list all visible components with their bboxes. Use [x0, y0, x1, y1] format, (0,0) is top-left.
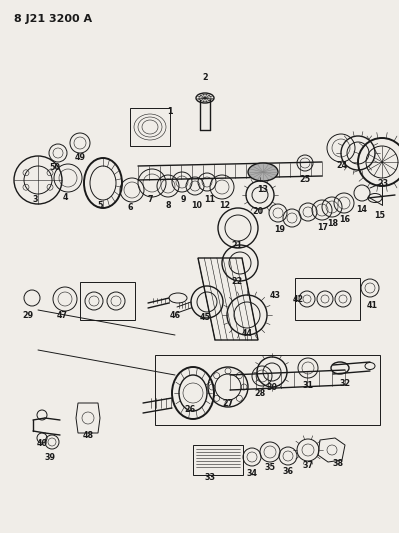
Bar — [155, 355, 380, 425]
Text: 37: 37 — [302, 462, 314, 471]
Text: 7: 7 — [147, 196, 153, 205]
Text: 29: 29 — [22, 311, 34, 319]
Text: 34: 34 — [247, 469, 257, 478]
Bar — [80, 282, 135, 320]
Ellipse shape — [248, 163, 278, 181]
Text: 15: 15 — [375, 211, 385, 220]
Text: 14: 14 — [356, 206, 367, 214]
Text: 1: 1 — [167, 108, 173, 117]
Text: 43: 43 — [269, 290, 280, 300]
Text: 4: 4 — [62, 193, 68, 203]
Text: 23: 23 — [377, 179, 389, 188]
Text: 46: 46 — [170, 311, 180, 319]
Text: 18: 18 — [328, 220, 339, 229]
Text: 48: 48 — [83, 431, 93, 440]
Text: 35: 35 — [265, 464, 275, 472]
Text: 49: 49 — [75, 154, 85, 163]
Text: 39: 39 — [45, 454, 55, 463]
Text: 32: 32 — [340, 379, 351, 389]
Text: 17: 17 — [318, 223, 328, 232]
Text: 20: 20 — [253, 207, 264, 216]
Text: 3: 3 — [32, 196, 38, 205]
Text: 2: 2 — [202, 74, 208, 83]
Text: 27: 27 — [222, 399, 233, 408]
Text: 5: 5 — [97, 200, 103, 209]
Text: 31: 31 — [302, 381, 314, 390]
Text: 33: 33 — [205, 473, 215, 482]
Text: 8 J21 3200 A: 8 J21 3200 A — [14, 14, 92, 24]
Text: 44: 44 — [241, 328, 253, 337]
Text: 10: 10 — [192, 200, 203, 209]
Text: 25: 25 — [299, 175, 310, 184]
Text: 47: 47 — [57, 311, 67, 319]
Text: 16: 16 — [340, 215, 350, 224]
Text: 50: 50 — [49, 164, 61, 173]
Text: 8: 8 — [165, 200, 171, 209]
Text: 42: 42 — [292, 295, 304, 304]
Text: 26: 26 — [184, 406, 196, 415]
Text: 6: 6 — [127, 204, 133, 213]
Text: 45: 45 — [200, 313, 211, 322]
Text: 38: 38 — [332, 459, 344, 469]
Text: 13: 13 — [257, 185, 269, 195]
Text: 12: 12 — [219, 201, 231, 211]
Text: 19: 19 — [275, 225, 286, 235]
Bar — [295, 278, 360, 320]
Text: 9: 9 — [180, 196, 186, 205]
Text: 22: 22 — [231, 278, 243, 287]
Text: 36: 36 — [282, 467, 294, 477]
Text: 41: 41 — [367, 301, 377, 310]
Text: 28: 28 — [255, 389, 266, 398]
Bar — [193, 445, 243, 475]
Bar — [130, 108, 170, 146]
Text: 21: 21 — [231, 240, 243, 249]
Text: 11: 11 — [205, 196, 215, 205]
Text: 40: 40 — [36, 439, 47, 448]
Text: 30: 30 — [267, 384, 277, 392]
Text: 24: 24 — [336, 160, 348, 169]
